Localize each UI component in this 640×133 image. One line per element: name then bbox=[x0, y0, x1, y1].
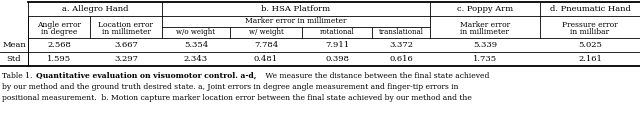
Text: w/o weight: w/o weight bbox=[177, 28, 216, 36]
Text: Std: Std bbox=[6, 55, 21, 63]
Text: 3.667: 3.667 bbox=[114, 41, 138, 49]
Text: in millimeter: in millimeter bbox=[461, 28, 509, 36]
Text: Table 1.: Table 1. bbox=[2, 72, 33, 80]
Text: 3.297: 3.297 bbox=[114, 55, 138, 63]
Text: 0.398: 0.398 bbox=[325, 55, 349, 63]
Text: 5.354: 5.354 bbox=[184, 41, 208, 49]
Text: Angle error: Angle error bbox=[37, 21, 81, 29]
Text: c. Poppy Arm: c. Poppy Arm bbox=[457, 5, 513, 13]
Text: 0.616: 0.616 bbox=[389, 55, 413, 63]
Text: Marker error: Marker error bbox=[460, 21, 510, 29]
Text: 3.372: 3.372 bbox=[389, 41, 413, 49]
Text: Pressure error: Pressure error bbox=[562, 21, 618, 29]
Text: 7.784: 7.784 bbox=[254, 41, 278, 49]
Text: Mean: Mean bbox=[2, 41, 26, 49]
Text: 2.161: 2.161 bbox=[578, 55, 602, 63]
Text: 7.911: 7.911 bbox=[325, 41, 349, 49]
Text: by our method and the ground truth desired state. a, Joint errors in degree angl: by our method and the ground truth desir… bbox=[2, 83, 458, 91]
Text: 5.025: 5.025 bbox=[578, 41, 602, 49]
Text: 1.595: 1.595 bbox=[47, 55, 71, 63]
Text: in millibar: in millibar bbox=[570, 28, 609, 36]
Text: 1.735: 1.735 bbox=[473, 55, 497, 63]
Text: in degree: in degree bbox=[41, 28, 77, 36]
Text: Quantitative evaluation on visuomotor control. a-d,: Quantitative evaluation on visuomotor co… bbox=[36, 72, 257, 80]
Text: rotational: rotational bbox=[319, 28, 355, 36]
Text: b. HSA Platform: b. HSA Platform bbox=[261, 5, 331, 13]
Text: w/ weight: w/ weight bbox=[248, 28, 284, 36]
Text: 0.481: 0.481 bbox=[254, 55, 278, 63]
Text: translational: translational bbox=[379, 28, 424, 36]
Text: in millimeter: in millimeter bbox=[102, 28, 150, 36]
Text: d. Pneumatic Hand: d. Pneumatic Hand bbox=[550, 5, 630, 13]
Text: We measure the distance between the final state achieved: We measure the distance between the fina… bbox=[263, 72, 490, 80]
Text: 2.343: 2.343 bbox=[184, 55, 208, 63]
Text: Marker error in millimeter: Marker error in millimeter bbox=[245, 17, 347, 25]
Text: positional measurement.  b. Motion capture marker location error between the fin: positional measurement. b. Motion captur… bbox=[2, 94, 472, 102]
Text: 5.339: 5.339 bbox=[473, 41, 497, 49]
Text: a. Allegro Hand: a. Allegro Hand bbox=[61, 5, 128, 13]
Text: Location error: Location error bbox=[99, 21, 154, 29]
Text: 2.568: 2.568 bbox=[47, 41, 71, 49]
